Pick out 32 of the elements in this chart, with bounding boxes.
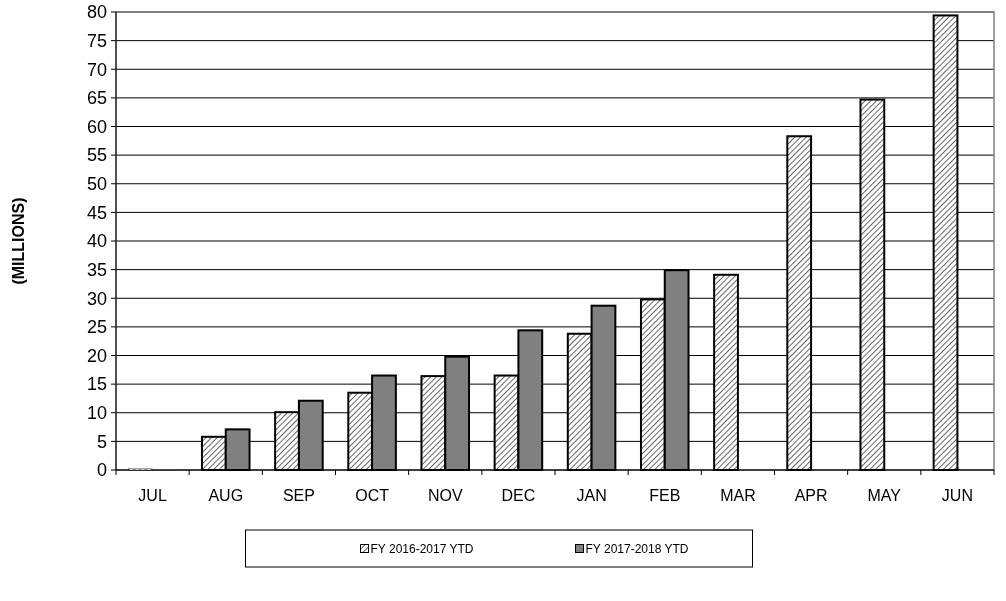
x-tick-label: JAN <box>576 487 607 504</box>
x-tick-label: JUN <box>941 487 973 504</box>
y-tick-label: 55 <box>86 145 107 166</box>
x-tick-label: DEC <box>501 487 536 504</box>
y-tick-label: 25 <box>86 317 107 338</box>
y-tick-label: 70 <box>86 59 107 80</box>
legend-label: FY 2017-2018 YTD <box>585 541 689 556</box>
y-tick-label: 0 <box>96 460 107 481</box>
y-tick-label: 20 <box>86 345 107 366</box>
y-axis-title: (MILLIONS) <box>10 197 27 285</box>
y-tick-label: 45 <box>86 202 107 223</box>
y-tick-label: 15 <box>86 374 107 395</box>
x-tick-label: SEP <box>282 487 315 504</box>
x-tick-label: JUL <box>138 487 167 504</box>
y-tick-label: 75 <box>86 30 107 51</box>
x-tick-label: APR <box>794 487 828 504</box>
y-tick-label: 40 <box>86 231 107 252</box>
y-tick-label: 10 <box>86 403 107 424</box>
x-tick-label: FEB <box>649 487 681 504</box>
x-tick-label: MAR <box>720 487 756 504</box>
x-tick-label: AUG <box>208 487 244 504</box>
y-tick-label: 80 <box>86 2 107 23</box>
y-tick-label: 5 <box>96 431 107 452</box>
x-tick-label: OCT <box>355 487 390 504</box>
y-tick-label: 60 <box>86 116 107 137</box>
y-tick-label: 30 <box>86 288 107 309</box>
x-tick-label: NOV <box>427 487 463 504</box>
y-tick-label: 50 <box>86 174 107 195</box>
x-tick-label: MAY <box>867 487 902 504</box>
y-tick-label: 35 <box>86 259 107 280</box>
y-tick-label: 65 <box>86 88 107 109</box>
legend-label: FY 2016-2017 YTD <box>370 541 474 556</box>
